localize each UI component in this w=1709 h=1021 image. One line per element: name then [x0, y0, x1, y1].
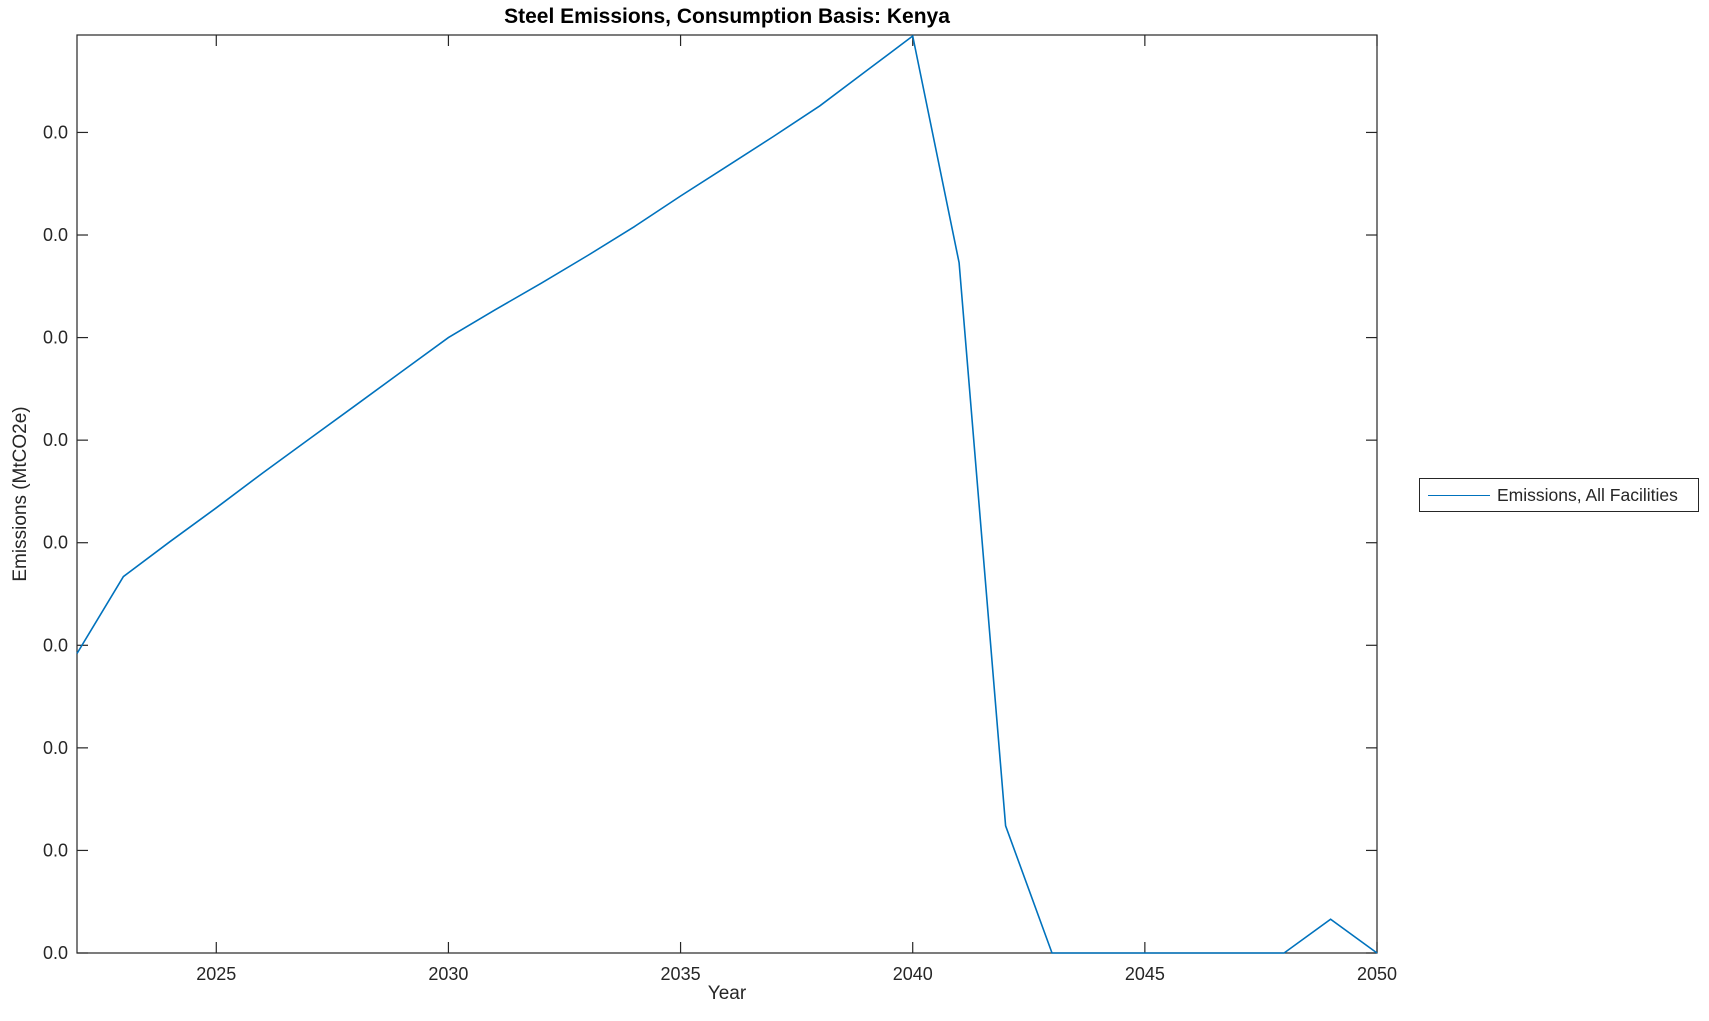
x-tick-label: 2030	[428, 964, 468, 984]
y-tick-label: 0.0	[43, 122, 68, 142]
chart-title: Steel Emissions, Consumption Basis: Keny…	[504, 5, 950, 28]
x-tick-label: 2050	[1357, 964, 1397, 984]
y-tick-label: 0.0	[43, 533, 68, 553]
legend-box: Emissions, All Facilities	[1419, 478, 1699, 512]
x-tick-label: 2025	[196, 964, 236, 984]
x-tick-label: 2040	[893, 964, 933, 984]
y-tick-label: 0.0	[43, 943, 68, 963]
x-tick-label: 2035	[661, 964, 701, 984]
y-tick-label: 0.0	[43, 328, 68, 348]
y-tick-label: 0.0	[43, 635, 68, 655]
y-tick-label: 0.0	[43, 430, 68, 450]
x-axis-label: Year	[707, 983, 747, 1004]
y-axis-label: Emissions (MtCO2e)	[10, 406, 31, 582]
legend-line-sample	[1428, 494, 1490, 496]
axes-box	[76, 34, 1378, 954]
emissions-line	[76, 34, 1378, 954]
y-tick-label: 0.0	[43, 840, 68, 860]
y-tick-label: 0.0	[43, 738, 68, 758]
y-tick-label: 0.0	[43, 225, 68, 245]
x-tick-label: 2045	[1125, 964, 1165, 984]
legend-label: Emissions, All Facilities	[1497, 484, 1678, 505]
